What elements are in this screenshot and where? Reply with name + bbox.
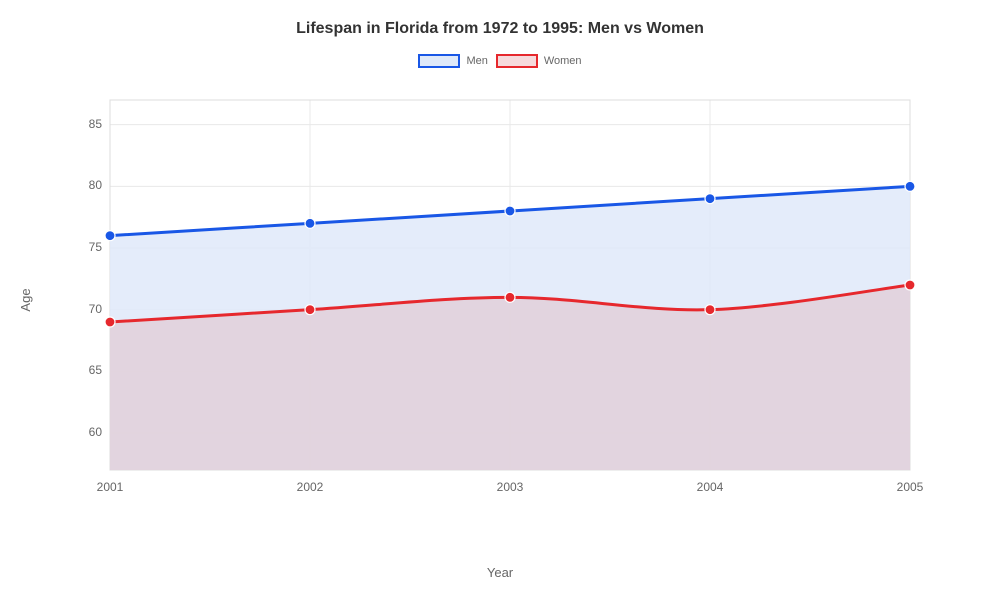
x-axis-label: Year — [487, 565, 513, 580]
marker-women[interactable] — [705, 305, 715, 315]
chart-svg — [70, 90, 950, 510]
y-tick-label: 70 — [89, 302, 102, 316]
chart-title: Lifespan in Florida from 1972 to 1995: M… — [0, 0, 1000, 38]
y-tick-label: 75 — [89, 240, 102, 254]
legend: Men Women — [0, 54, 1000, 68]
marker-men[interactable] — [505, 206, 515, 216]
x-tick-label: 2001 — [90, 480, 130, 494]
marker-men[interactable] — [305, 218, 315, 228]
legend-item-women[interactable]: Women — [496, 54, 582, 68]
x-tick-label: 2003 — [490, 480, 530, 494]
marker-women[interactable] — [305, 305, 315, 315]
y-axis-label: Age — [18, 288, 33, 311]
legend-item-men[interactable]: Men — [418, 54, 487, 68]
marker-women[interactable] — [505, 292, 515, 302]
plot-area — [70, 90, 950, 510]
legend-swatch-men — [418, 54, 460, 68]
chart-container: Lifespan in Florida from 1972 to 1995: M… — [0, 0, 1000, 600]
x-tick-label: 2005 — [890, 480, 930, 494]
x-tick-label: 2004 — [690, 480, 730, 494]
y-tick-label: 85 — [89, 117, 102, 131]
marker-women[interactable] — [905, 280, 915, 290]
x-tick-label: 2002 — [290, 480, 330, 494]
y-tick-label: 60 — [89, 425, 102, 439]
legend-label-women: Women — [544, 55, 582, 67]
y-tick-label: 80 — [89, 178, 102, 192]
marker-women[interactable] — [105, 317, 115, 327]
marker-men[interactable] — [705, 194, 715, 204]
marker-men[interactable] — [105, 231, 115, 241]
y-tick-label: 65 — [89, 363, 102, 377]
legend-swatch-women — [496, 54, 538, 68]
legend-label-men: Men — [466, 55, 487, 67]
marker-men[interactable] — [905, 181, 915, 191]
